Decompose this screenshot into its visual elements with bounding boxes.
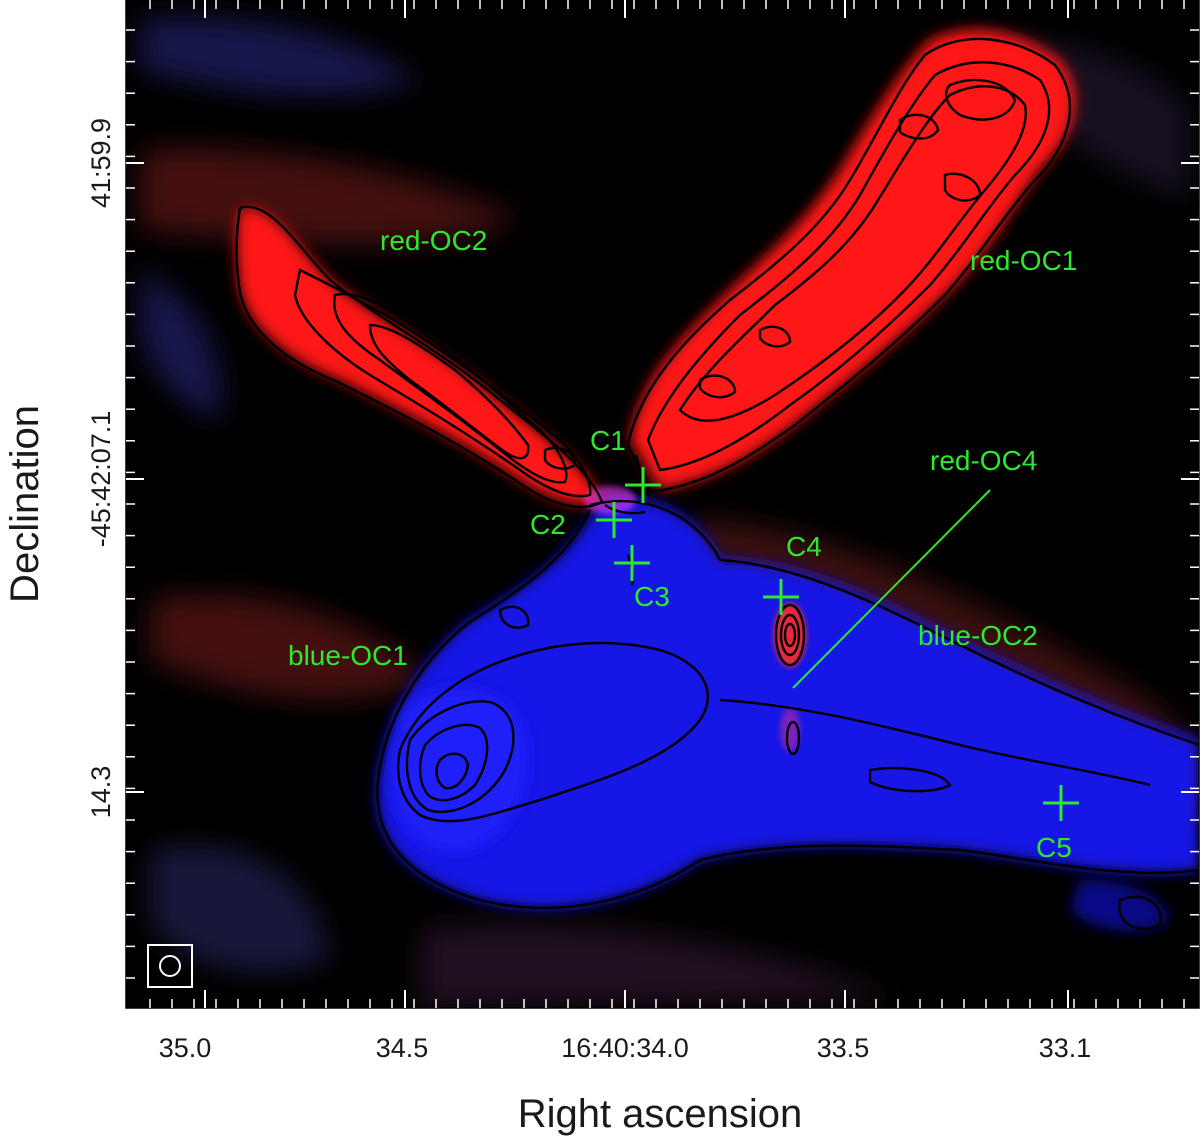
- x-tick-label: 16:40:34.0: [561, 1033, 689, 1063]
- y-axis-title: Declination: [3, 405, 47, 603]
- label-c1: C1: [590, 425, 626, 456]
- axis-minor-ticks: [126, 0, 1199, 1008]
- x-axis-title: Right ascension: [518, 1092, 803, 1136]
- axis-ticks: [126, 0, 1199, 1008]
- x-tick-labels: 35.0 34.5 16:40:34.0 33.5 33.1: [159, 1033, 1092, 1063]
- source-c5-marker: [1043, 785, 1079, 821]
- label-red-oc4: red-OC4: [930, 445, 1037, 476]
- y-tick-label: 41:59.9: [86, 118, 116, 208]
- red-outflow-emission: [236, 29, 1075, 752]
- label-red-oc1: red-OC1: [970, 245, 1077, 276]
- source-c4-marker: [763, 579, 799, 615]
- source-labels: C1 C2 C3 C4 C5: [530, 425, 1072, 863]
- source-c3-marker: [614, 545, 650, 581]
- red-oc1-lobe: [630, 29, 1075, 490]
- label-c4: C4: [786, 531, 822, 562]
- x-tick-label: 35.0: [159, 1033, 212, 1063]
- y-tick-label: 14.3: [86, 766, 116, 819]
- label-c5: C5: [1036, 832, 1072, 863]
- label-red-oc2: red-OC2: [380, 225, 487, 256]
- continuum-sources: [596, 467, 1079, 821]
- y-tick-label: -45:42:07.1: [86, 411, 116, 548]
- source-c2-marker: [596, 502, 632, 538]
- label-blue-oc2: blue-OC2: [918, 620, 1038, 651]
- x-tick-label: 34.5: [376, 1033, 429, 1063]
- red-oc4-pointer-line: [792, 489, 991, 689]
- label-blue-oc1: blue-OC1: [288, 640, 408, 671]
- x-tick-label: 33.1: [1039, 1033, 1092, 1063]
- x-tick-label: 33.5: [817, 1033, 870, 1063]
- source-c1-marker: [625, 467, 661, 503]
- intensity-contours: [235, 37, 1199, 930]
- label-c3: C3: [634, 581, 670, 612]
- red-oc2-lobe: [236, 208, 600, 504]
- y-tick-labels: 41:59.9 -45:42:07.1 14.3: [86, 118, 116, 818]
- outflow-labels: red-OC2 red-OC1 red-OC4 blue-OC1 blue-OC…: [288, 225, 1077, 689]
- beam-indicator: [147, 944, 193, 988]
- map-panel: red-OC2 red-OC1 red-OC4 blue-OC1 blue-OC…: [126, 0, 1199, 1008]
- label-c2: C2: [530, 509, 566, 540]
